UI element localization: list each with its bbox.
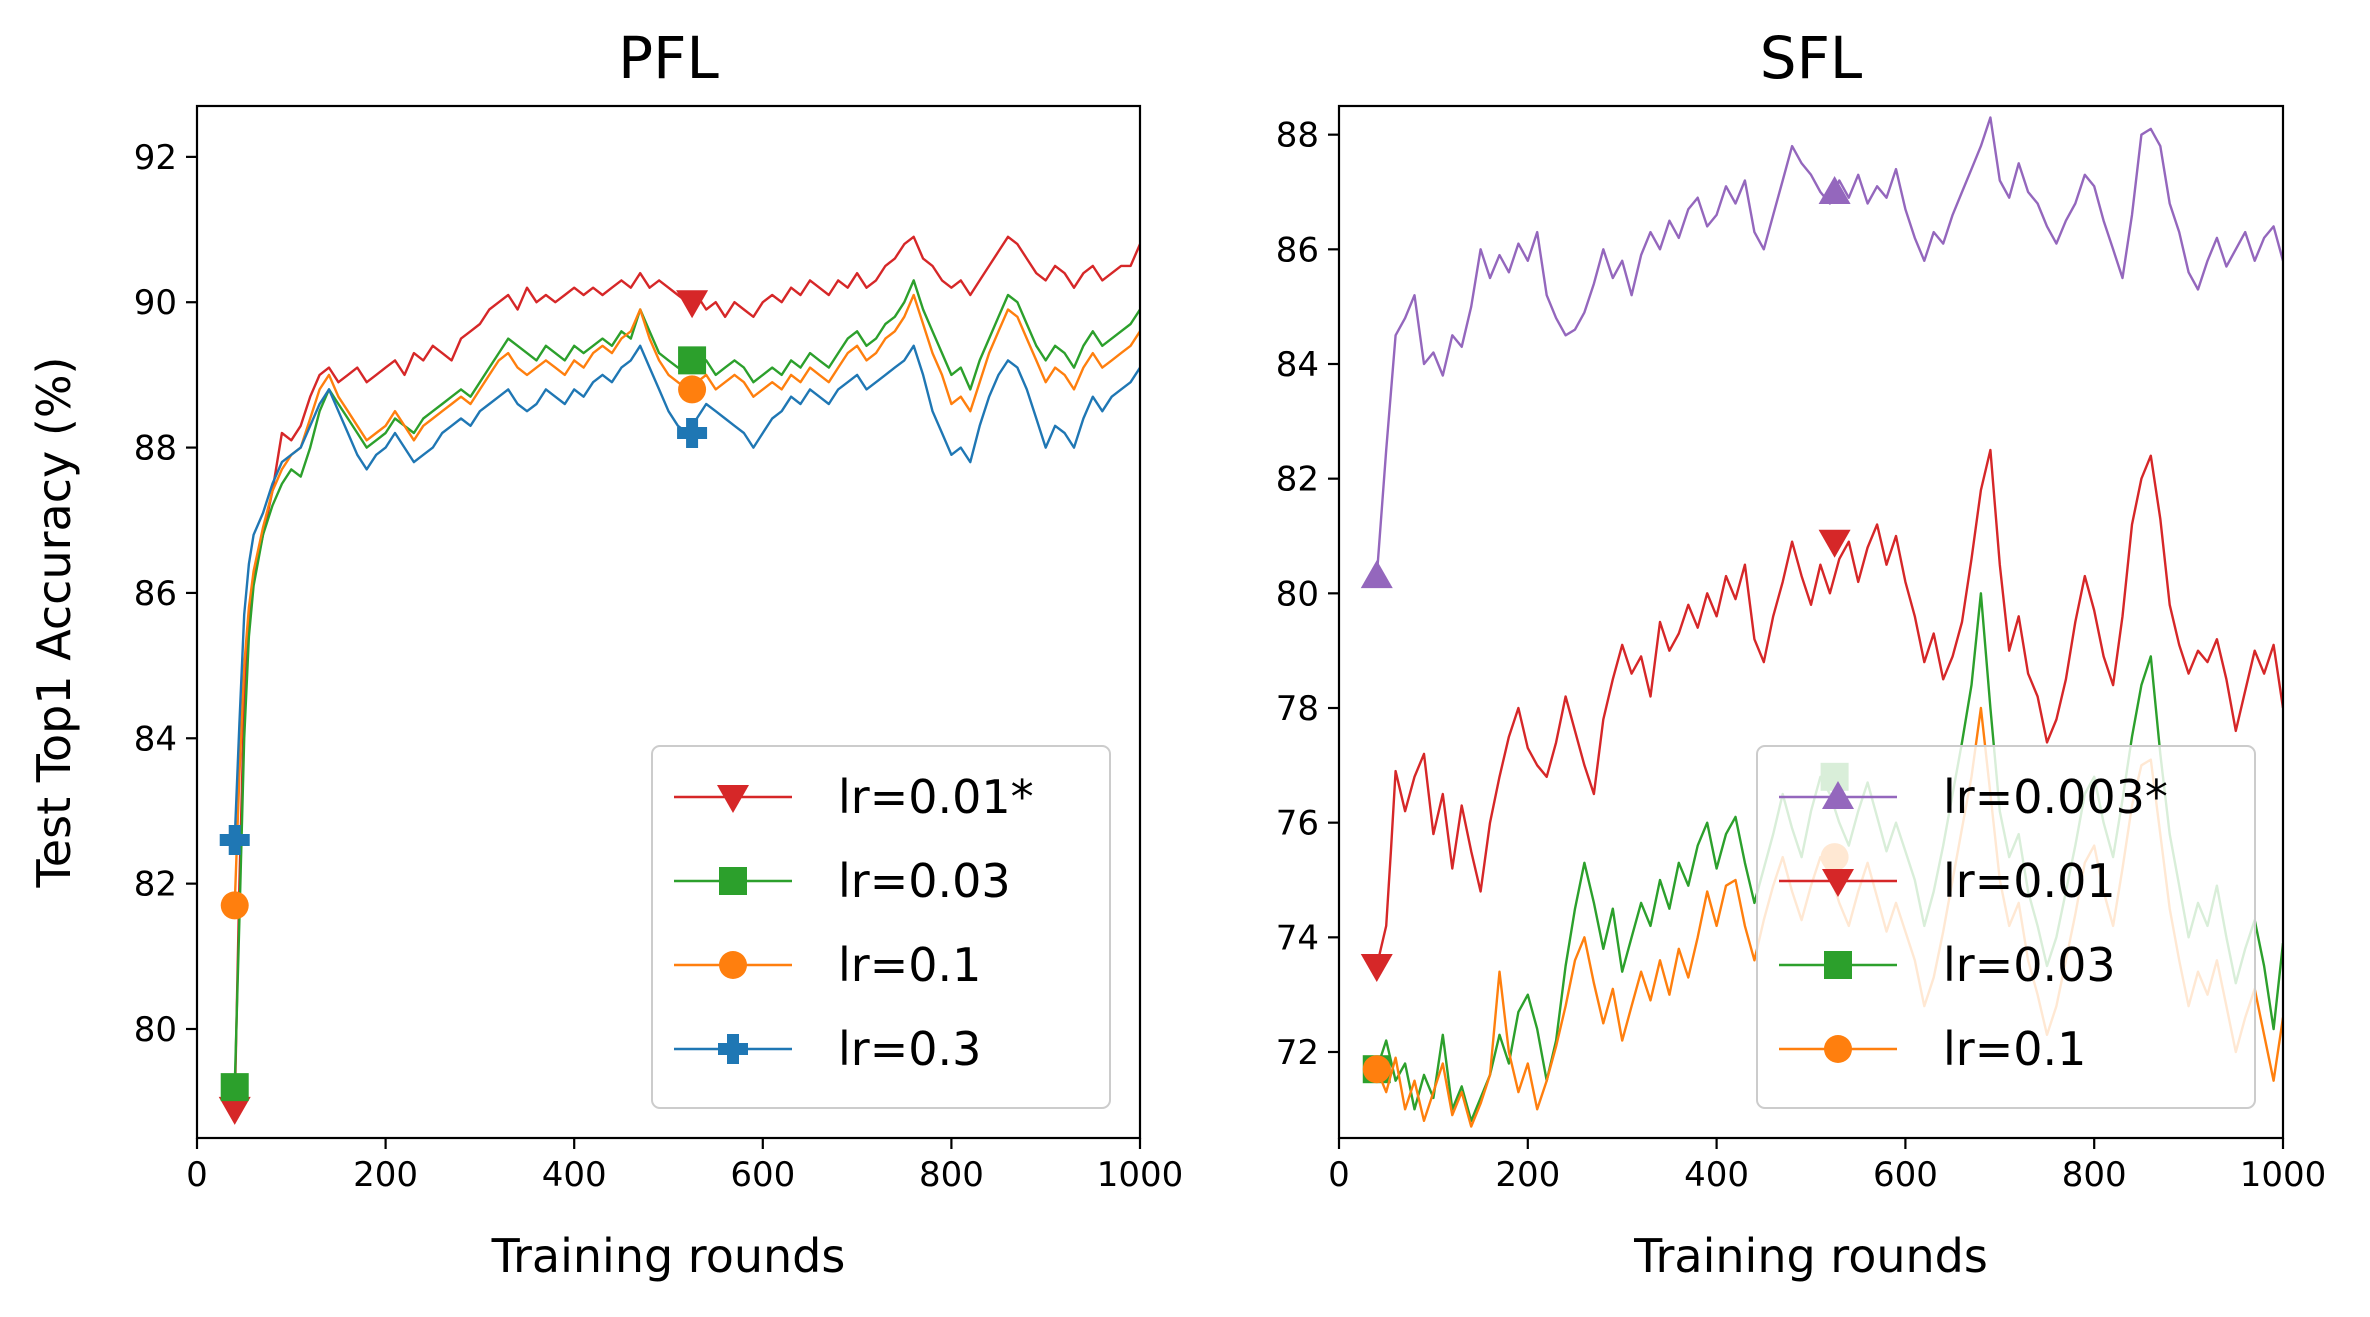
legend-label-3: lr=0.1 <box>1943 1022 2086 1076</box>
plot-area <box>218 235 1140 1125</box>
series-0-marker-0 <box>218 1096 251 1125</box>
x-tick-label: 0 <box>186 1155 208 1195</box>
legend: lr=0.003* lr=0.01 lr=0.03 lr=0.1 <box>1756 745 2256 1109</box>
panel-sfl: 0 200 400 600 800 1000 72 74 76 78 80 82 84 86 88 SFL Tr… <box>1276 24 2327 1283</box>
legend-label-0: lr=0.01* <box>838 770 1034 824</box>
series-line-1 <box>1375 448 2283 967</box>
legend-box <box>1756 745 2256 1109</box>
series-0-marker-0 <box>1360 560 1393 589</box>
chart-title: SFL <box>1760 24 1863 92</box>
y-tick-label: 78 <box>1276 689 1319 729</box>
series-1-marker-0 <box>220 1073 249 1102</box>
x-tick-label: 400 <box>1684 1155 1749 1195</box>
legend-marker-0 <box>717 785 749 813</box>
legend-marker-1 <box>719 867 747 895</box>
x-tick-label: 400 <box>542 1155 607 1195</box>
y-tick-label: 88 <box>134 429 177 469</box>
legend-label-2: lr=0.1 <box>838 938 981 992</box>
legend-box <box>651 745 1111 1109</box>
y-tick-label: 84 <box>1276 345 1319 385</box>
series-2-marker-1 <box>678 375 707 404</box>
x-tick-label: 1000 <box>2240 1155 2327 1195</box>
y-tick-label: 90 <box>134 283 177 323</box>
series-3-marker-0 <box>1362 1055 1391 1084</box>
y-tick-label: 88 <box>1276 116 1319 156</box>
legend-marker-1 <box>1822 869 1854 897</box>
series-line-2 <box>233 293 1140 906</box>
y-tick-label: 84 <box>134 719 177 759</box>
y-tick-label: 82 <box>134 865 177 905</box>
plot-frame <box>1337 104 2285 1140</box>
series-0-marker-1 <box>1818 176 1851 204</box>
legend-label-1: lr=0.03 <box>838 854 1011 908</box>
x-tick-label: 800 <box>2062 1155 2127 1195</box>
x-tick-label: 1000 <box>1097 1155 1184 1195</box>
legend-label-3: lr=0.3 <box>838 1022 981 1076</box>
y-axis-label: Test Top1 Accuracy (%) <box>27 357 81 889</box>
chart-title: PFL <box>618 24 719 92</box>
x-tick-label: 600 <box>730 1155 795 1195</box>
plot-frame <box>195 104 1142 1140</box>
legend-marker-2 <box>719 951 747 979</box>
y-tick-label: 80 <box>1276 574 1319 614</box>
series-line-1 <box>233 279 1140 1088</box>
legend-label-2: lr=0.03 <box>1943 938 2116 992</box>
y-tick-label: 80 <box>134 1010 177 1050</box>
legend-label-1: lr=0.01 <box>1943 854 2116 908</box>
y-tick-label: 82 <box>1276 460 1319 500</box>
legend-marker-0 <box>1822 781 1854 809</box>
series-1-marker-1 <box>1818 529 1851 558</box>
y-tick-label: 76 <box>1276 804 1319 844</box>
series-line-3 <box>233 344 1140 841</box>
y-tick-label: 74 <box>1276 918 1319 958</box>
panel-pfl: 0 200 400 600 800 1000 80 82 84 86 88 90 92 PFL Traini… <box>27 24 1183 1283</box>
legend-marker-3 <box>718 1034 748 1064</box>
y-tick-label: 92 <box>134 138 177 178</box>
x-tick-label: 0 <box>1328 1155 1350 1195</box>
legend-label-0: lr=0.003* <box>1943 770 2168 824</box>
series-0-marker-1 <box>676 290 709 319</box>
series-3-marker-1 <box>677 418 708 449</box>
x-axis-label: Training rounds <box>491 1229 846 1283</box>
legend: lr=0.01* lr=0.03 lr=0.1 lr=0.3 <box>651 745 1111 1109</box>
series-2-marker-0 <box>220 891 249 920</box>
x-tick-label: 600 <box>1873 1155 1938 1195</box>
y-tick-label: 72 <box>1276 1033 1319 1073</box>
x-axis-label: Training rounds <box>1633 1229 1988 1283</box>
legend-marker-3 <box>1824 1035 1852 1063</box>
series-1-marker-0 <box>1360 954 1393 982</box>
series-line-0 <box>233 235 1140 1109</box>
y-tick-label: 86 <box>134 574 177 614</box>
legend-marker-2 <box>1824 951 1852 979</box>
x-tick-label: 200 <box>353 1155 418 1195</box>
series-1-marker-1 <box>678 346 707 375</box>
x-tick-label: 200 <box>1495 1155 1560 1195</box>
y-tick-label: 86 <box>1276 230 1319 270</box>
series-3-marker-0 <box>219 825 250 856</box>
x-tick-label: 800 <box>919 1155 984 1195</box>
